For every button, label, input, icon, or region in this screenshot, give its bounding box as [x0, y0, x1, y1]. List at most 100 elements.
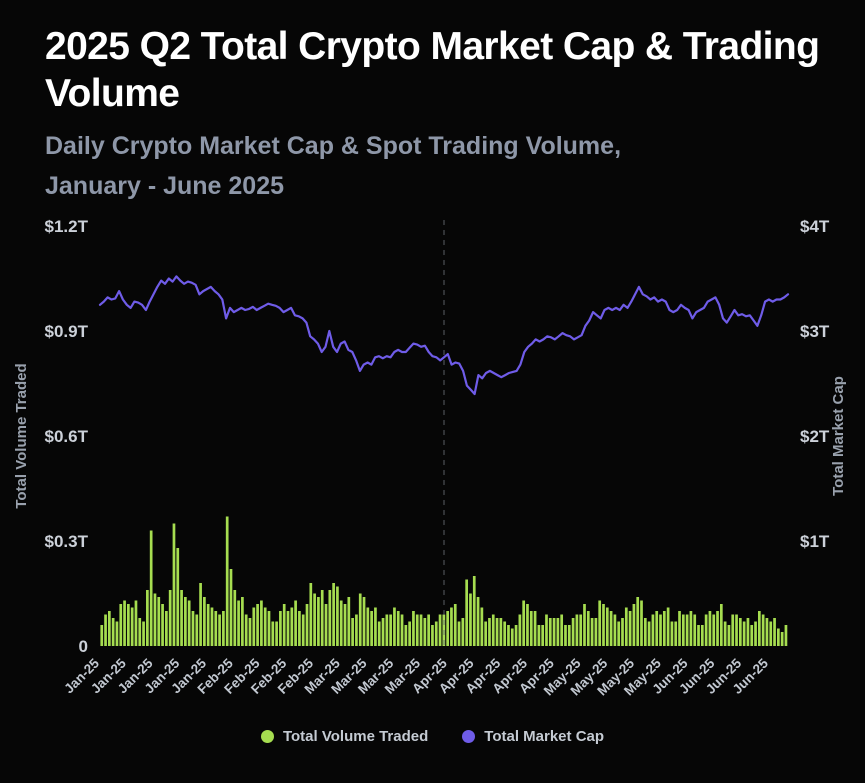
volume-bar: [195, 614, 199, 646]
volume-bar: [434, 621, 438, 646]
volume-bar: [594, 617, 598, 646]
volume-bar: [727, 624, 731, 646]
volume-bar: [613, 614, 617, 646]
volume-bar: [214, 610, 218, 646]
volume-bar: [336, 586, 339, 646]
volume-bar: [712, 614, 716, 646]
volume-bar: [317, 596, 320, 646]
volume-bar: [735, 614, 738, 646]
volume-bar: [370, 610, 373, 646]
volume-bar: [655, 610, 659, 646]
volume-bar: [514, 624, 518, 646]
volume-bar: [339, 600, 343, 646]
volume-bar: [552, 617, 556, 646]
left-axis-tick: $0.9T: [45, 322, 89, 341]
volume-bar: [617, 621, 621, 646]
crypto-market-chart: $1.2T$0.9T$0.6T$0.3T0$4T$3T$2T$1TJan-25J…: [13, 217, 847, 698]
volume-bar: [754, 621, 757, 646]
volume-bar: [765, 617, 769, 646]
volume-bar: [742, 621, 746, 646]
volume-bar: [571, 617, 575, 646]
volume-bar: [773, 617, 776, 646]
volume-bar: [628, 610, 632, 646]
volume-bar: [666, 607, 670, 646]
volume-bar: [586, 610, 590, 646]
volume-bar: [123, 600, 126, 646]
volume-bar: [609, 610, 613, 646]
volume-bar: [290, 607, 294, 646]
subtitle-line-2: January - June 2025: [45, 171, 285, 200]
legend-item-volume: Total Volume Traded: [260, 727, 429, 745]
volume-bar: [643, 617, 647, 646]
volume-bar: [499, 617, 503, 646]
volume-bar: [104, 614, 107, 646]
volume-bar: [522, 600, 526, 646]
volume-bar: [282, 603, 286, 646]
volume-bar: [526, 603, 529, 646]
volume-bar: [168, 589, 172, 646]
volume-bar: [305, 603, 309, 646]
volume-bar: [777, 628, 780, 646]
volume-bar: [583, 603, 586, 646]
volume-bar: [548, 617, 552, 646]
volume-bar: [108, 610, 111, 646]
volume-bar: [199, 582, 202, 646]
volume-bar: [111, 617, 115, 646]
volume-bar: [567, 624, 571, 646]
volume-bar: [674, 621, 678, 646]
page: 2025 Q2 Total Crypto Market Cap & Tradin…: [0, 25, 865, 745]
market-cap-line: [98, 274, 790, 395]
volume-bar: [659, 614, 662, 646]
chart-area: $1.2T $0.9T $0.6T $0.3T 0 $4T $3T $2T $1T Jan-25 J…: [0, 208, 865, 728]
page-title: 2025 Q2 Total Crypto Market Cap & Tradin…: [45, 25, 820, 115]
volume-bar: [518, 614, 522, 646]
volume-bar: [636, 596, 640, 646]
volume-legend-dot: [260, 729, 274, 743]
volume-bar: [495, 617, 499, 646]
volume-bar: [184, 596, 187, 646]
volume-bar: [472, 575, 476, 646]
volume-bar: [738, 617, 742, 646]
volume-bar: [153, 593, 157, 646]
volume-bar: [396, 610, 400, 646]
volume-bar: [324, 603, 328, 646]
volume-bar: [241, 596, 244, 646]
volume-bar: [689, 610, 693, 646]
volume-bar: [662, 610, 666, 646]
volume-bar: [461, 617, 465, 646]
volume-bar: [510, 628, 514, 646]
volume-bar: [556, 617, 560, 646]
volume-bar: [157, 596, 161, 646]
volume-bar: [465, 579, 469, 646]
volume-bar: [564, 624, 567, 646]
volume-bar: [431, 624, 434, 646]
volume-bar: [450, 607, 453, 646]
volume-bar: [176, 547, 180, 646]
volume-bar: [218, 614, 221, 646]
volume-bar: [130, 607, 134, 646]
volume-bar: [298, 610, 301, 646]
volume-bar: [256, 603, 259, 646]
volume-bar: [412, 610, 415, 646]
volume-bar: [366, 607, 370, 646]
volume-bar: [731, 614, 735, 646]
left-axis-tick: $1.2T: [45, 217, 89, 236]
volume-bar: [678, 610, 681, 646]
left-axis-tick: 0: [79, 637, 88, 656]
volume-bar: [423, 617, 427, 646]
volume-bar: [279, 610, 282, 646]
volume-bar: [271, 621, 275, 646]
volume-bar: [697, 624, 700, 646]
volume-bar: [590, 617, 594, 646]
volume-bar: [415, 614, 419, 646]
volume-bar: [545, 614, 548, 646]
volume-bar: [457, 621, 461, 646]
volume-legend-label: Total Volume Traded: [282, 727, 429, 745]
volume-bar: [225, 516, 229, 646]
volume-bar: [119, 603, 123, 646]
right-axis-tick: $1T: [800, 532, 830, 551]
volume-bar: [252, 607, 256, 646]
volume-bar: [438, 614, 442, 646]
volume-bar: [670, 621, 674, 646]
volume-bar: [719, 603, 723, 646]
